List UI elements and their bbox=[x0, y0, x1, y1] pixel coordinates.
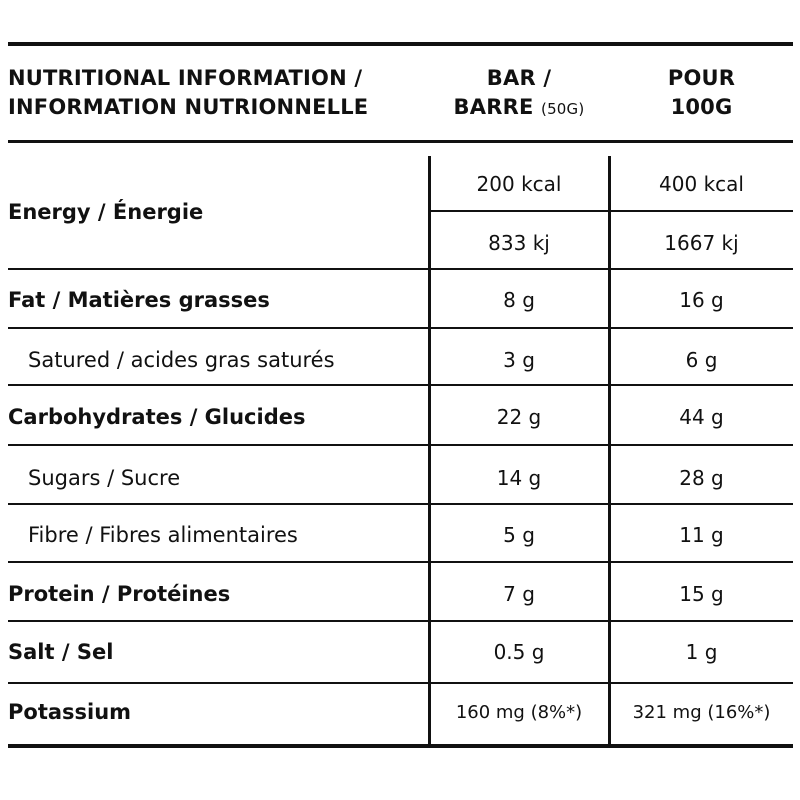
sugars-label: Sugars / Sucre bbox=[28, 466, 181, 490]
energy-label: Energy / Énergie bbox=[8, 200, 204, 224]
row-line bbox=[8, 268, 793, 270]
header-bar-word: BARRE bbox=[453, 95, 534, 119]
fat-label: Fat / Matières grasses bbox=[8, 288, 270, 312]
nutrition-table: NUTRITIONAL INFORMATION / INFORMATION NU… bbox=[8, 42, 793, 756]
row-line bbox=[8, 444, 793, 446]
fibre-label: Fibre / Fibres alimentaires bbox=[28, 523, 298, 547]
protein-bar: 7 g bbox=[503, 582, 535, 606]
row-line bbox=[8, 620, 793, 622]
saturated-bar: 3 g bbox=[503, 348, 535, 372]
fibre-per100: 11 g bbox=[679, 523, 724, 547]
row-line bbox=[8, 682, 793, 684]
carbs-per100: 44 g bbox=[679, 405, 724, 429]
potassium-bar: 160 mg (8%*) bbox=[455, 702, 583, 723]
header-rule bbox=[8, 140, 793, 143]
potassium-per100: 321 mg (16%*) bbox=[632, 702, 771, 723]
header-bar-line2: BARRE (50G) bbox=[430, 93, 608, 124]
fibre-bar: 5 g bbox=[503, 523, 535, 547]
header-label: NUTRITIONAL INFORMATION / INFORMATION NU… bbox=[8, 64, 418, 122]
header-per100-line1: POUR bbox=[667, 66, 736, 90]
carbs-bar: 22 g bbox=[496, 405, 542, 429]
header-label-line1: NUTRITIONAL INFORMATION / bbox=[8, 66, 363, 90]
energy-inner-line bbox=[428, 210, 793, 212]
row-line bbox=[8, 327, 793, 329]
header-bar-size: (50G) bbox=[541, 100, 585, 118]
header-per100: POUR 100G bbox=[610, 64, 793, 122]
salt-label: Salt / Sel bbox=[8, 640, 114, 664]
bottom-rule bbox=[8, 744, 793, 748]
row-line bbox=[8, 561, 793, 563]
energy-bar-kcal: 200 kcal bbox=[476, 172, 562, 196]
sugars-per100: 28 g bbox=[679, 466, 724, 490]
potassium-label: Potassium bbox=[8, 700, 132, 724]
row-line bbox=[8, 384, 793, 386]
salt-per100: 1 g bbox=[685, 640, 718, 664]
salt-bar: 0.5 g bbox=[493, 640, 545, 664]
column-divider-bar bbox=[428, 156, 431, 744]
header-per100-line2: 100G bbox=[670, 95, 733, 119]
sugars-bar: 14 g bbox=[496, 466, 542, 490]
carbs-label: Carbohydrates / Glucides bbox=[8, 405, 306, 429]
saturated-label: Satured / acides gras saturés bbox=[28, 348, 335, 372]
fat-per100: 16 g bbox=[679, 288, 724, 312]
energy-per100-kj: 1667 kj bbox=[664, 231, 739, 255]
energy-bar-kj: 833 kj bbox=[488, 231, 550, 255]
energy-per100-kcal: 400 kcal bbox=[659, 172, 744, 196]
saturated-per100: 6 g bbox=[685, 348, 718, 372]
protein-per100: 15 g bbox=[679, 582, 724, 606]
fat-bar: 8 g bbox=[503, 288, 535, 312]
header-bar: BAR / BARRE (50G) bbox=[430, 64, 608, 124]
row-line bbox=[8, 503, 793, 505]
header-label-line2: INFORMATION NUTRIONNELLE bbox=[8, 95, 369, 119]
column-divider-per100 bbox=[608, 156, 611, 744]
header-bar-line1: BAR / bbox=[486, 66, 552, 90]
protein-label: Protein / Protéines bbox=[8, 582, 231, 606]
top-rule bbox=[8, 42, 793, 46]
